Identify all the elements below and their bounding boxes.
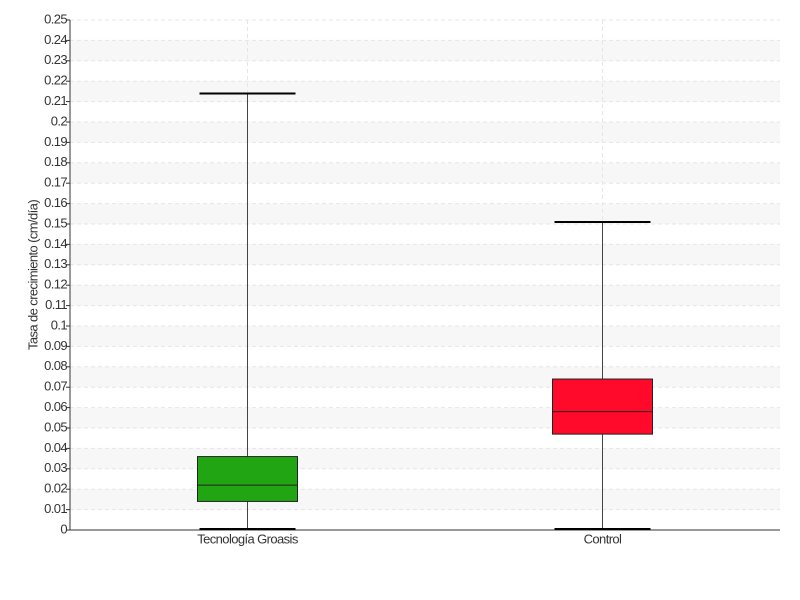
y-tick-label: 0.25 — [44, 11, 67, 26]
y-tick-label: 0.18 — [44, 154, 67, 169]
grid-band — [70, 285, 780, 306]
y-tick-label: 0.16 — [44, 195, 67, 210]
y-tick-label: 0.04 — [44, 440, 67, 455]
y-tick-label: 0.09 — [44, 338, 67, 353]
x-tick-label: Tecnología Groasis — [197, 531, 299, 546]
y-tick-label: 0.05 — [44, 419, 67, 434]
y-tick-label: 0.21 — [44, 93, 67, 108]
y-tick-label: 0.07 — [44, 379, 67, 394]
x-tick-label: Control — [584, 531, 622, 546]
y-tick-label: 0.13 — [44, 256, 67, 271]
grid-band — [70, 326, 780, 347]
y-tick-label: 0.24 — [44, 32, 67, 47]
y-tick-label: 0.2 — [51, 113, 68, 128]
y-tick-label: 0.1 — [51, 317, 68, 332]
y-tick-label: 0.15 — [44, 215, 67, 230]
grid-band — [70, 489, 780, 510]
y-tick-label: 0.12 — [44, 277, 67, 292]
y-tick-label: 0.17 — [44, 175, 67, 190]
y-tick-label: 0.11 — [45, 297, 67, 312]
grid-band — [70, 366, 780, 388]
grid-band — [70, 40, 780, 61]
y-axis-label: Tasa de crecimiento (cm/día) — [25, 200, 40, 350]
y-tick-label: 0 — [60, 521, 67, 536]
box — [552, 378, 653, 435]
y-tick-label: 0.06 — [44, 399, 67, 414]
y-tick-label: 0.08 — [44, 358, 67, 373]
y-tick-label: 0.22 — [44, 73, 67, 88]
box — [197, 456, 298, 502]
y-tick-label: 0.23 — [44, 52, 67, 67]
grid-band — [70, 162, 780, 184]
grid-band — [70, 407, 780, 428]
y-tick-label: 0.01 — [44, 501, 67, 516]
grid-band — [70, 448, 780, 469]
y-tick-label: 0.19 — [44, 134, 67, 149]
y-tick-label: 0.03 — [44, 460, 67, 475]
grid-band — [70, 203, 780, 224]
grid-band — [70, 244, 780, 265]
y-tick-label: 0.14 — [44, 236, 67, 251]
y-tick-label: 0.02 — [44, 481, 67, 496]
grid-band — [70, 122, 780, 143]
grid-band — [70, 81, 780, 102]
